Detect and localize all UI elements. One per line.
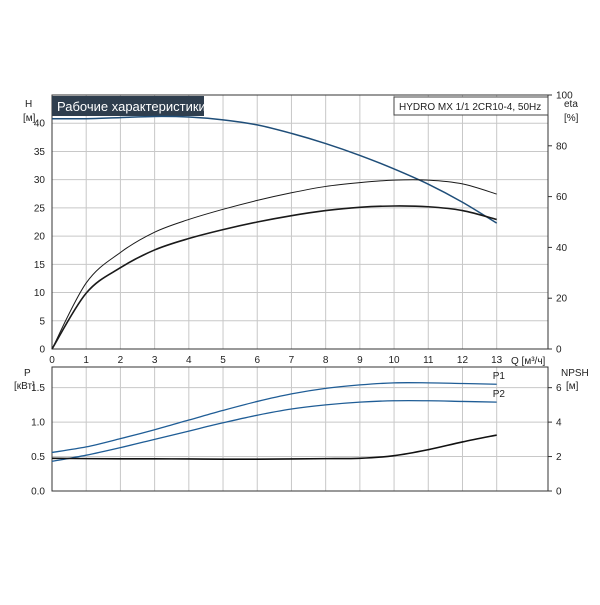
x-tick-label: 7 bbox=[289, 355, 295, 366]
h-tick-label: 10 bbox=[34, 288, 46, 299]
h-tick-label: 15 bbox=[34, 260, 46, 271]
x-tick-label: 10 bbox=[389, 355, 401, 366]
series-label-p2: P2 bbox=[493, 389, 506, 400]
curves bbox=[51, 115, 498, 463]
npsh-tick-label: 0 bbox=[556, 487, 562, 498]
model-label-box bbox=[393, 96, 549, 116]
eta-tick-label: 0 bbox=[556, 345, 562, 356]
y-axis-label-p: P bbox=[24, 368, 31, 379]
eta-tick-label: 20 bbox=[556, 294, 568, 305]
curve-head-0 bbox=[51, 115, 498, 224]
y-axis-label-eta: eta bbox=[564, 99, 578, 110]
npsh-tick-label: 4 bbox=[556, 418, 562, 429]
h-tick-label: 25 bbox=[34, 203, 46, 214]
eta-tick-label: 80 bbox=[556, 141, 568, 152]
bottom-panel-frame bbox=[51, 366, 549, 492]
chart-title: Рабочие характеристики bbox=[57, 99, 206, 114]
p-tick-label: 0.0 bbox=[31, 487, 45, 498]
y-axis-unit-npsh: [м] bbox=[566, 381, 579, 392]
model-label: HYDRO MX 1/1 2CR10-4, 50Hz bbox=[399, 102, 541, 113]
x-tick-label: 12 bbox=[457, 355, 469, 366]
x-tick-label: 9 bbox=[357, 355, 363, 366]
p-tick-label: 0.5 bbox=[31, 452, 45, 463]
bottom-panel-grid bbox=[51, 367, 548, 492]
h-tick-label: 0 bbox=[39, 345, 45, 356]
npsh-tick-label: 2 bbox=[556, 452, 562, 463]
y-axis-label-h: H bbox=[25, 99, 32, 110]
top-panel-frame bbox=[51, 94, 549, 350]
h-tick-label: 35 bbox=[34, 147, 46, 158]
tick-labels: 0 1 2 3 4 5 6 7 8 9 10 11 12 130510152025303540020406… bbox=[31, 91, 573, 498]
h-tick-label: 5 bbox=[39, 316, 45, 327]
x-axis-label-q: Q [м³/ч] bbox=[511, 356, 546, 367]
npsh-tick-label: 6 bbox=[556, 383, 562, 394]
h-tick-label: 40 bbox=[34, 119, 46, 130]
p-tick-label: 1.5 bbox=[31, 383, 45, 394]
eta-tick-label: 100 bbox=[556, 91, 573, 102]
h-tick-label: 20 bbox=[34, 232, 46, 243]
curve-eta-thick-2 bbox=[51, 205, 497, 350]
y-axis-label-npsh: NPSH bbox=[561, 368, 589, 379]
x-tick-label: 1 bbox=[83, 355, 89, 366]
p-tick-label: 1.0 bbox=[31, 418, 45, 429]
curve-power-1 bbox=[51, 399, 497, 463]
y-axis-unit-eta: [%] bbox=[564, 113, 579, 124]
x-tick-label: 3 bbox=[152, 355, 158, 366]
series-label-p1: P1 bbox=[493, 371, 506, 382]
x-tick-label: 0 bbox=[49, 355, 55, 366]
x-tick-label: 13 bbox=[491, 355, 503, 366]
series-labels: P1 P2 bbox=[493, 371, 506, 400]
curve-power-0 bbox=[51, 382, 497, 454]
h-tick-label: 30 bbox=[34, 175, 46, 186]
x-tick-label: 2 bbox=[118, 355, 124, 366]
y-axis-unit-h: [м] bbox=[23, 113, 36, 124]
y-axis-unit-p: [кВт] bbox=[14, 381, 35, 392]
x-tick-label: 6 bbox=[254, 355, 260, 366]
eta-tick-label: 60 bbox=[556, 192, 568, 203]
curve-npsh-2 bbox=[51, 434, 497, 460]
x-tick-label: 11 bbox=[423, 355, 434, 366]
curve-eta-thin-1 bbox=[51, 179, 497, 350]
x-tick-label: 5 bbox=[220, 355, 226, 366]
chart-title-box bbox=[52, 96, 204, 116]
eta-tick-label: 40 bbox=[556, 243, 568, 254]
top-panel-grid bbox=[51, 95, 548, 350]
x-tick-label: 4 bbox=[186, 355, 192, 366]
x-tick-label: 8 bbox=[323, 355, 329, 366]
